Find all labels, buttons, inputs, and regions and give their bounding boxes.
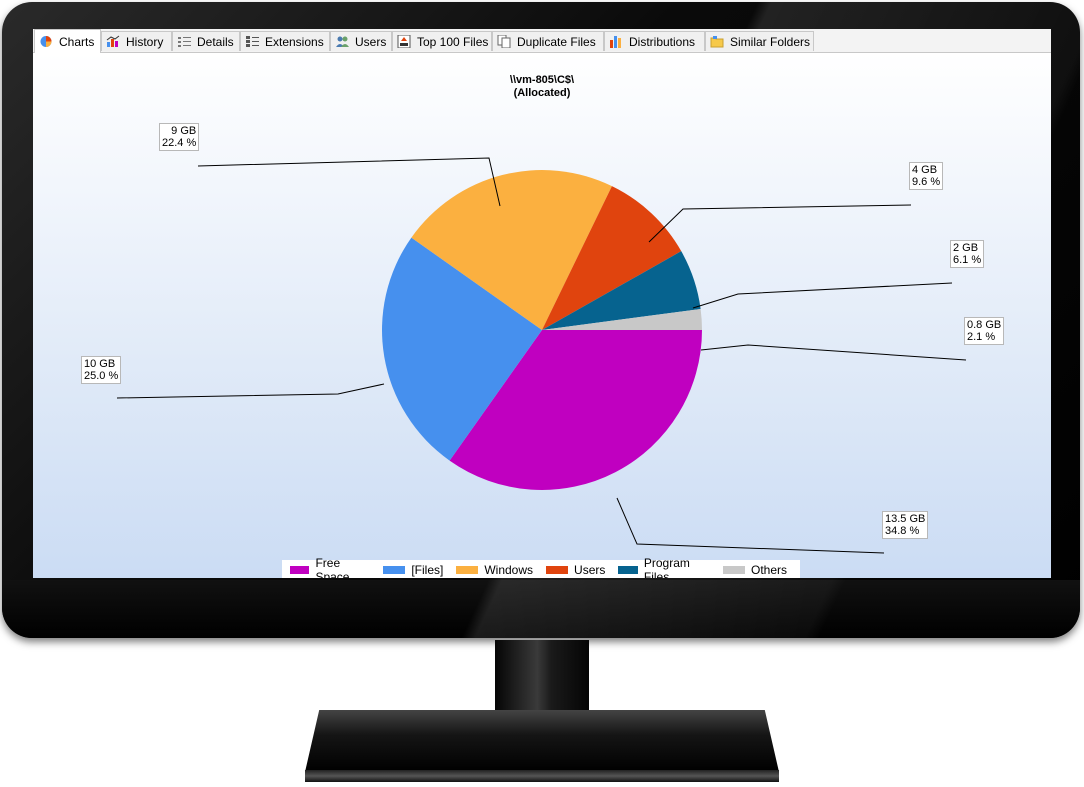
history-chart-icon	[106, 35, 121, 48]
legend-item-windows: Windows	[456, 563, 533, 577]
slice-size: 2 GB	[953, 242, 979, 254]
slice-size: 13.5 GB	[885, 513, 926, 525]
details-list-icon	[177, 35, 192, 48]
app-screen: Charts History Details Extensions Users	[33, 29, 1051, 578]
pie-slice-windows[interactable]	[411, 170, 612, 330]
slice-label-windows: 9 GB 22.4 %	[159, 123, 200, 151]
chart-title: \\vm-805\C$\	[509, 74, 575, 86]
tab-duplicate-files[interactable]: Duplicate Files	[492, 31, 604, 51]
pie-slice-files[interactable]	[382, 237, 542, 461]
monitor-stand-neck	[495, 640, 589, 710]
legend-item-users: Users	[546, 563, 605, 577]
tab-label: Charts	[59, 34, 95, 49]
legend-swatch	[546, 566, 569, 574]
slice-label-users: 4 GB 9.6 %	[909, 162, 944, 190]
users-icon	[335, 35, 350, 48]
slice-percent: 2.1 %	[967, 331, 996, 343]
tab-users[interactable]: Users	[330, 31, 392, 51]
leader-line-others	[700, 344, 967, 361]
tab-history[interactable]: History	[101, 31, 172, 51]
legend-label: Free Space	[315, 556, 350, 578]
legend-swatch	[290, 566, 310, 574]
pie-slice-program-files[interactable]	[542, 251, 701, 330]
pie-chart-icon	[39, 35, 54, 48]
legend-swatch	[722, 566, 745, 574]
monitor-stand-rim	[305, 770, 779, 782]
legend-label: Others	[750, 563, 787, 577]
tab-label: Similar Folders	[730, 34, 811, 49]
leader-line-program-files	[692, 282, 953, 309]
chart-legend: Free Space [Files] Windows Users Program…	[282, 556, 800, 578]
monitor-chin	[2, 580, 1080, 638]
pie-chart	[116, 157, 967, 554]
leader-line-windows	[197, 157, 501, 207]
tab-similar-folders[interactable]: Similar Folders	[705, 31, 814, 51]
slice-size: 0.8 GB	[967, 319, 1002, 331]
tab-details[interactable]: Details	[172, 31, 240, 51]
pie-slice-others[interactable]	[542, 308, 702, 330]
legend-swatch	[456, 566, 479, 574]
tab-charts[interactable]: Charts	[34, 29, 101, 53]
tab-distributions[interactable]: Distributions	[604, 31, 705, 51]
slice-label-free-space: 13.5 GB 34.8 %	[882, 511, 929, 539]
tab-label: Duplicate Files	[517, 34, 596, 49]
duplicate-files-icon	[497, 34, 512, 49]
pie-slice-users[interactable]	[542, 186, 682, 330]
tab-label: Extensions	[265, 34, 324, 49]
slice-size: 10 GB	[84, 358, 116, 370]
slice-percent: 6.1 %	[953, 254, 982, 266]
leader-line-free-space	[616, 497, 885, 554]
legend-label: [Files]	[411, 563, 444, 577]
slice-percent: 9.6 %	[912, 176, 941, 188]
tab-bar: Charts History Details Extensions Users	[33, 29, 1051, 53]
tab-label: History	[126, 34, 164, 49]
legend-item-files: [Files]	[383, 563, 443, 577]
tab-top-100-files[interactable]: Top 100 Files	[392, 31, 492, 51]
slice-size: 4 GB	[912, 164, 938, 176]
folder-icon	[710, 35, 725, 48]
slice-label-files: 10 GB 25.0 %	[81, 356, 122, 384]
slice-percent: 22.4 %	[162, 137, 197, 149]
slice-size: 9 GB	[171, 125, 197, 137]
legend-item-program-files: Program Files	[618, 556, 710, 578]
tab-label: Details	[197, 34, 234, 49]
slice-percent: 25.0 %	[84, 370, 119, 382]
legend-label: Users	[574, 563, 606, 577]
slice-label-others: 0.8 GB 2.1 %	[964, 317, 1005, 345]
legend-item-others: Others	[722, 563, 787, 577]
slice-percent: 34.8 %	[885, 525, 920, 537]
chart-area: \\vm-805\C$\ (Allocated) 9 GB 22.4 % 4 G…	[33, 53, 1051, 578]
legend-label: Windows	[484, 563, 534, 577]
leader-line-files	[116, 383, 385, 399]
extensions-list-icon	[245, 35, 260, 48]
tab-label: Users	[355, 34, 387, 49]
leader-line-users	[648, 204, 912, 243]
legend-swatch	[383, 566, 406, 574]
legend-label: Program Files	[643, 556, 690, 578]
tab-extensions[interactable]: Extensions	[240, 31, 330, 51]
legend-item-free-space: Free Space	[290, 556, 370, 578]
tab-label: Distributions	[629, 34, 696, 49]
slice-label-program-files: 2 GB 6.1 %	[950, 240, 985, 268]
chart-subtitle: (Allocated)	[513, 87, 571, 99]
pie-slice-free-space[interactable]	[449, 330, 702, 490]
legend-swatch	[618, 566, 638, 574]
top-100-icon	[397, 34, 412, 49]
distributions-icon	[609, 35, 624, 48]
monitor-stand-base	[305, 710, 779, 772]
tab-label: Top 100 Files	[417, 34, 489, 49]
